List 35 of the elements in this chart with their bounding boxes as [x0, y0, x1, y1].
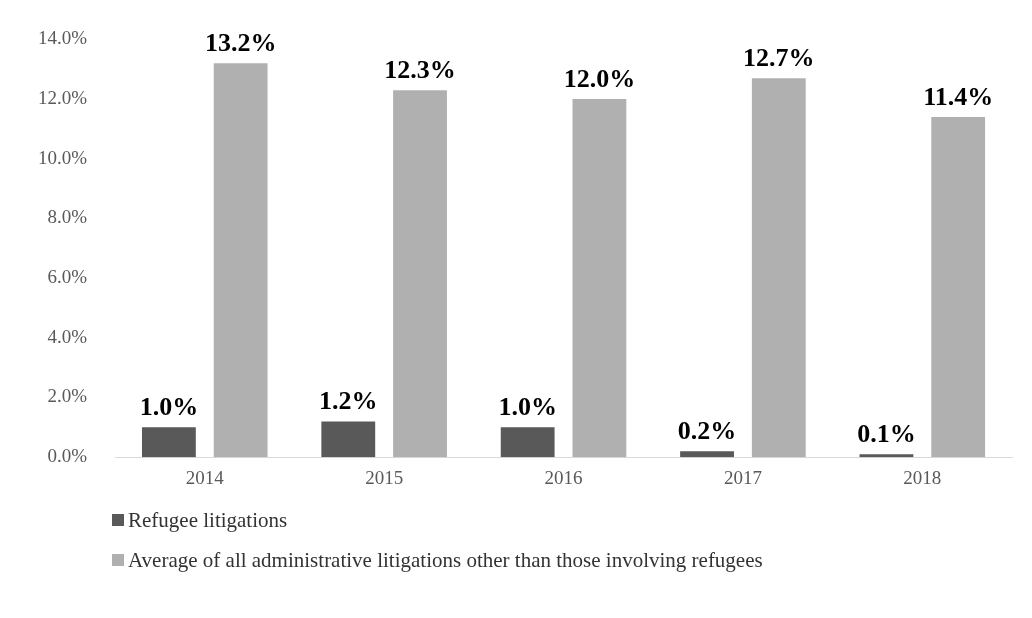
- data-label: 11.4%: [923, 81, 994, 111]
- y-tick-label: 10.0%: [38, 146, 88, 168]
- data-label: 1.0%: [498, 392, 557, 422]
- data-label: 12.7%: [743, 42, 815, 72]
- data-label: 13.2%: [204, 27, 277, 57]
- bar: [321, 421, 376, 458]
- bar: [572, 99, 627, 458]
- bar: [931, 116, 986, 458]
- legend-label: Refugee litigations: [128, 507, 288, 533]
- y-tick-label: 0.0%: [47, 445, 88, 467]
- data-label: 12.0%: [563, 63, 636, 93]
- data-label: 1.0%: [139, 392, 199, 422]
- bar: [751, 78, 806, 458]
- x-tick-label: 2017: [723, 466, 762, 488]
- data-label: 0.1%: [857, 418, 916, 448]
- bar: [680, 451, 734, 458]
- y-tick-label: 12.0%: [38, 87, 88, 109]
- y-tick-label: 4.0%: [47, 325, 88, 347]
- x-tick-label: 2016: [544, 466, 583, 488]
- data-label: 1.2%: [319, 386, 378, 416]
- x-tick-label: 2015: [365, 466, 404, 488]
- y-tick-label: 8.0%: [47, 206, 88, 228]
- y-tick-label: 6.0%: [47, 266, 88, 288]
- x-tick-label: 2018: [903, 466, 942, 488]
- y-tick-label: 14.0%: [38, 27, 88, 49]
- y-tick-label: 2.0%: [47, 385, 88, 407]
- data-label: 0.2%: [677, 415, 737, 445]
- bar: [859, 454, 914, 458]
- bar: [500, 427, 555, 458]
- bar: [213, 63, 268, 458]
- data-label: 12.3%: [384, 54, 456, 84]
- bar: [393, 90, 447, 458]
- x-tick-label: 2014: [185, 466, 225, 488]
- legend-label: Average of all administrative litigations other than those involving refugees: [128, 547, 763, 573]
- bar: [141, 427, 196, 458]
